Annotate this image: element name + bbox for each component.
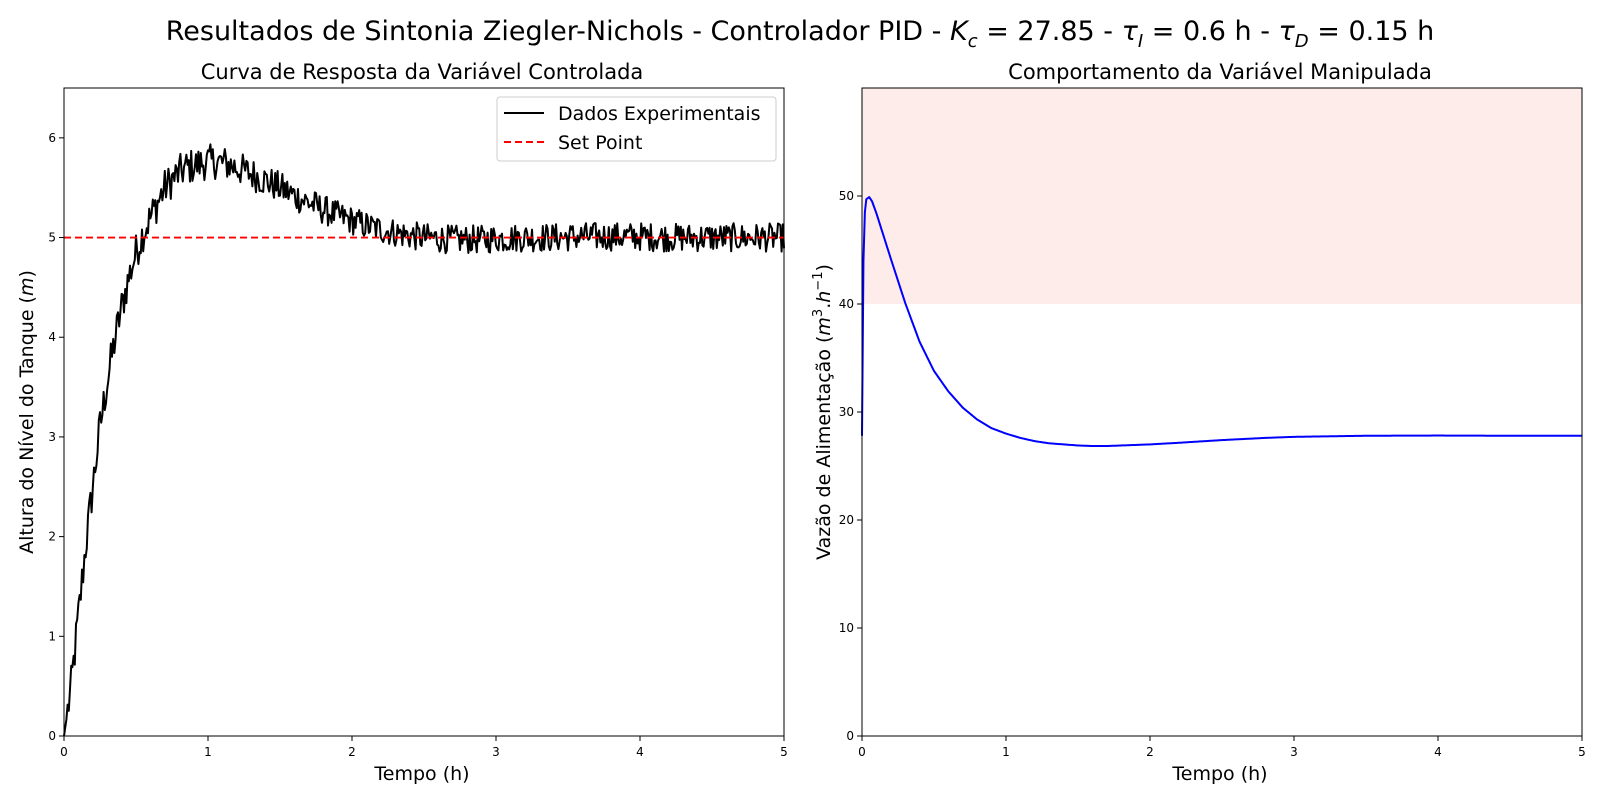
right-y-tick-label: 0 <box>846 729 854 743</box>
left-y-tick-label: 4 <box>48 330 56 344</box>
left-x-tick-label: 3 <box>492 745 500 759</box>
right-x-tick-label: 3 <box>1290 745 1298 759</box>
right-axes-frame <box>861 87 1583 737</box>
left-x-tick-label: 5 <box>780 745 788 759</box>
legend-box <box>496 96 777 162</box>
left-x-ticks: 0 1 2 3 4 5 <box>60 736 788 759</box>
left-y-tick-label: 0 <box>48 729 56 743</box>
left-y-tick-label: 2 <box>48 530 56 544</box>
right-x-tick-label: 4 <box>1434 745 1442 759</box>
right-x-tick-label: 5 <box>1578 745 1586 759</box>
right-y-ticks: 0 10 20 30 40 50 <box>839 189 862 743</box>
left-x-tick-label: 1 <box>204 745 212 759</box>
left-x-axis-label: Tempo (h) <box>373 763 469 785</box>
right-series-manipulated-variable <box>861 196 1582 448</box>
right-x-ticks: 0 1 2 3 4 5 <box>858 736 1586 759</box>
left-y-tick-label: 5 <box>48 231 56 245</box>
right-x-tick-label: 2 <box>1146 745 1154 759</box>
left-y-tick-label: 3 <box>48 430 56 444</box>
left-x-tick-label: 2 <box>348 745 356 759</box>
legend-label-set-point: Set Point <box>558 132 642 154</box>
right-shaded-region <box>862 88 1582 304</box>
left-y-axis-label: Altura do Nível do Tanque (m) <box>16 270 38 554</box>
right-y-tick-label: 30 <box>839 405 854 419</box>
left-series-dados-experimentais <box>63 143 785 737</box>
left-y-ticks: 0 1 2 3 4 5 6 <box>48 131 64 743</box>
right-x-tick-label: 0 <box>858 745 866 759</box>
right-y-axis-label: Vazão de Alimentação (m3.h−1) <box>811 264 835 560</box>
left-y-tick-label: 6 <box>48 131 56 145</box>
left-panel-title: Curva de Resposta da Variável Controlada <box>201 60 644 84</box>
legend-label-dados-experimentais: Dados Experimentais <box>558 103 761 125</box>
right-y-tick-label: 10 <box>839 621 854 635</box>
left-x-tick-label: 4 <box>636 745 644 759</box>
left-axes-frame <box>63 87 785 737</box>
right-panel-title: Comportamento da Variável Manipulada <box>1008 60 1432 84</box>
left-y-tick-label: 1 <box>48 629 56 643</box>
right-y-tick-label: 20 <box>839 513 854 527</box>
right-panel: Comportamento da Variável Manipulada 0 1 2… <box>811 60 1586 785</box>
right-y-tick-label: 40 <box>839 297 854 311</box>
left-x-tick-label: 0 <box>60 745 68 759</box>
left-plot-area <box>63 143 785 737</box>
legend: Dados Experimentais Set Point <box>496 96 777 162</box>
right-plot-area <box>861 88 1582 448</box>
left-panel: Curva de Resposta da Variável Controlada… <box>16 60 788 785</box>
figure-suptitle: Resultados de Sintonia Ziegler-Nichols -… <box>166 16 1435 52</box>
right-x-axis-label: Tempo (h) <box>1171 763 1267 785</box>
right-x-tick-label: 1 <box>1002 745 1010 759</box>
right-y-tick-label: 50 <box>839 189 854 203</box>
